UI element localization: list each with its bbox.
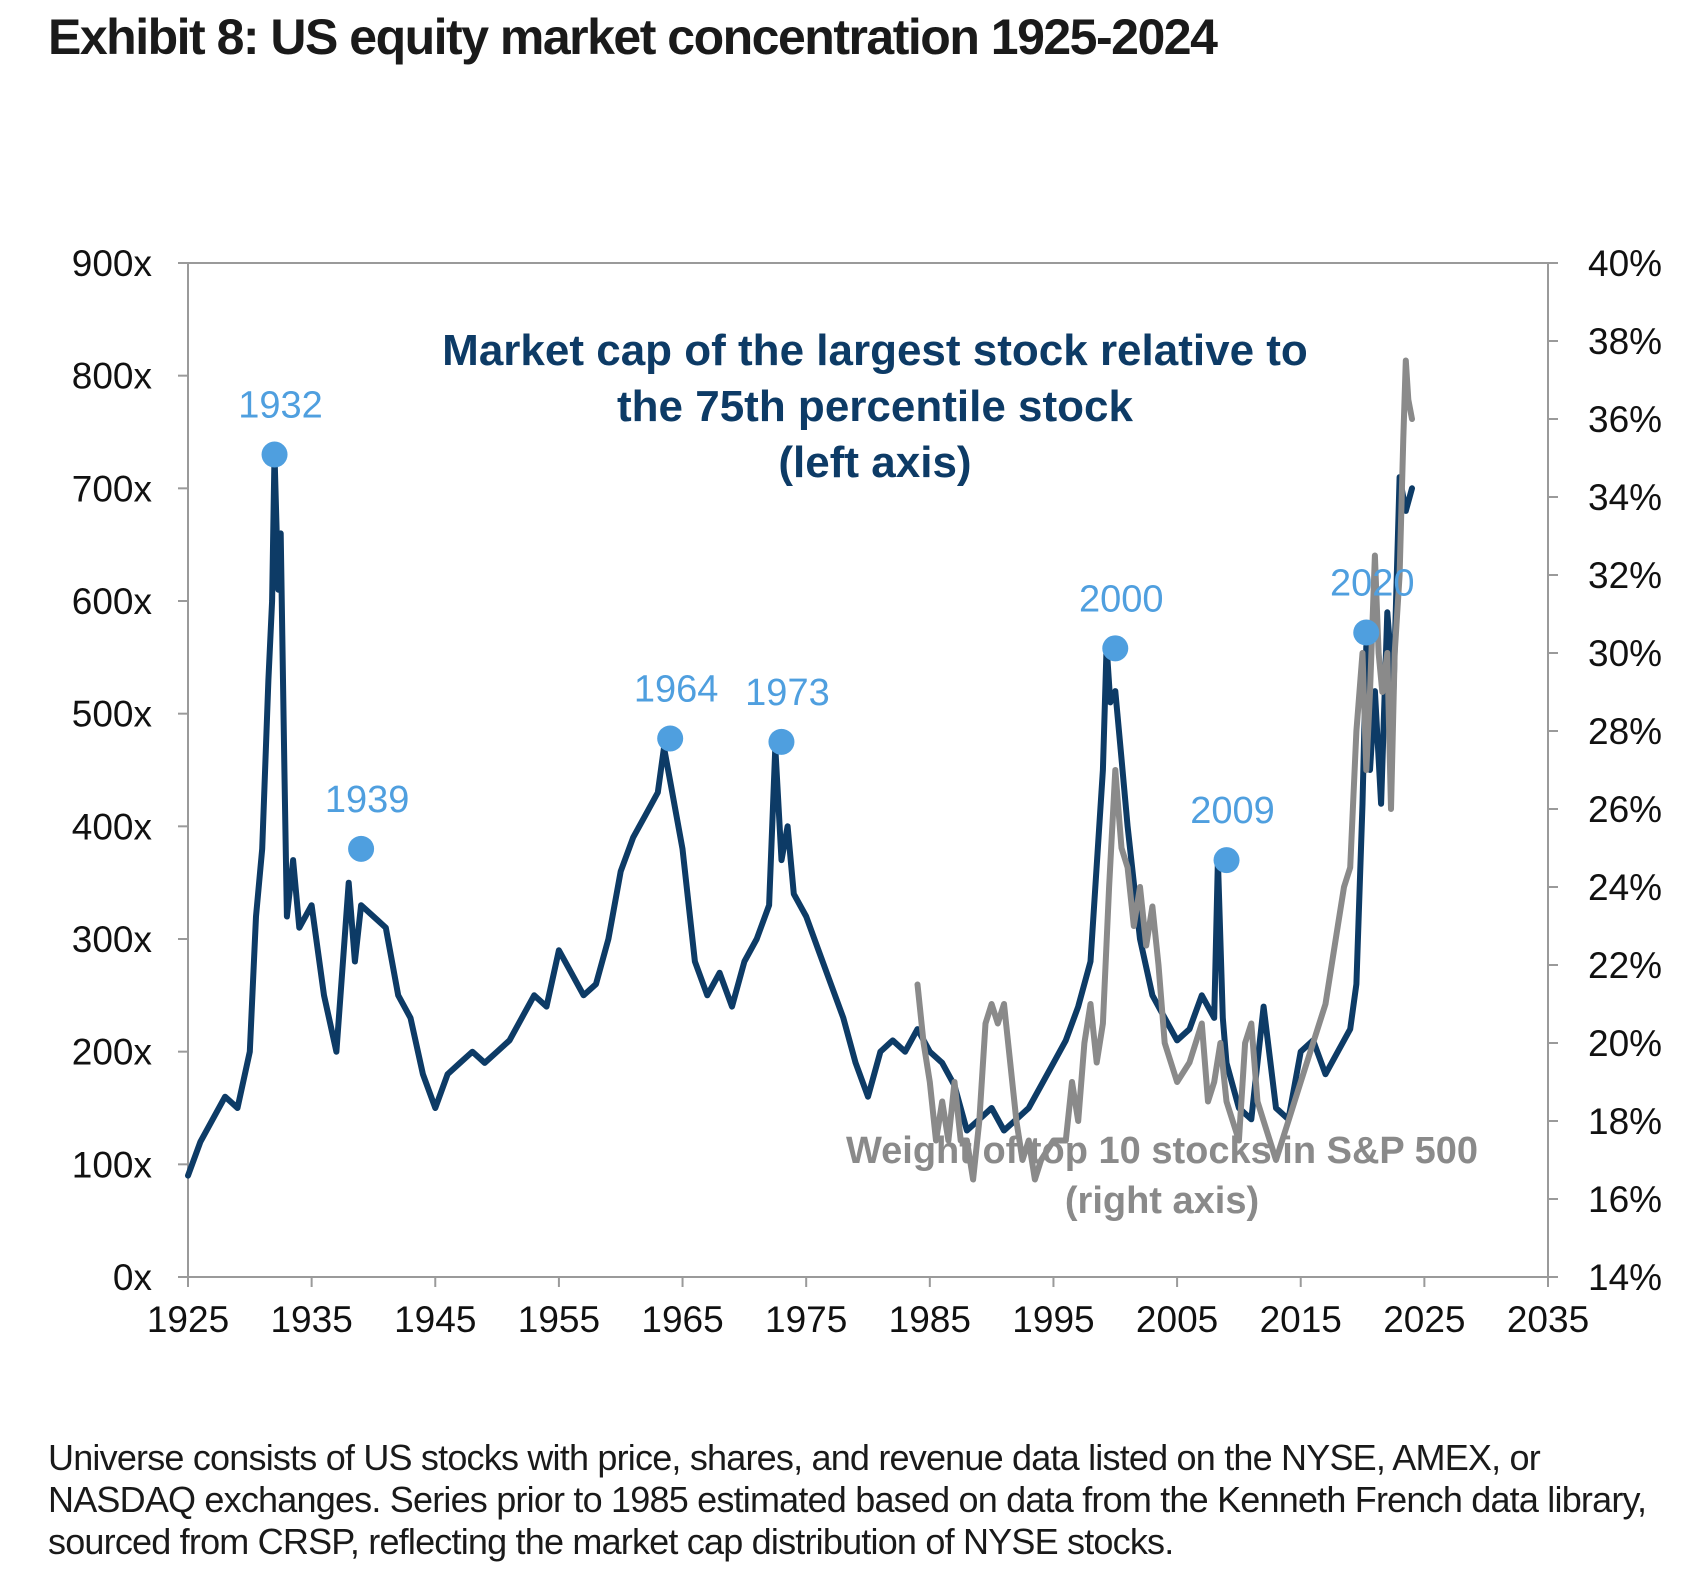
x-tick-label: 1965 bbox=[641, 1299, 723, 1340]
y-right-tick-label: 14% bbox=[1588, 1257, 1662, 1298]
y-right-tick-label: 36% bbox=[1588, 399, 1662, 440]
y-right-tick-label: 30% bbox=[1588, 633, 1662, 674]
peak-label: 1939 bbox=[325, 779, 410, 821]
line-chart: 1925 1935 1945 1955 1965 1975 1985 1995 2005 2015… bbox=[72, 243, 1662, 1340]
peak-marker bbox=[1213, 847, 1240, 874]
peak-label: 1932 bbox=[238, 385, 323, 427]
y-right-tick-label: 28% bbox=[1588, 711, 1662, 752]
y-right-tick-label: 16% bbox=[1588, 1179, 1662, 1220]
x-tick-label: 2035 bbox=[1507, 1299, 1589, 1340]
y-right-tick-label: 38% bbox=[1588, 321, 1662, 362]
peak-marker bbox=[261, 441, 288, 468]
x-tick-label: 2015 bbox=[1260, 1299, 1342, 1340]
x-tick-label: 1925 bbox=[147, 1299, 229, 1340]
x-tick-label: 1945 bbox=[394, 1299, 476, 1340]
series-line-largest-stock-ratio bbox=[185, 451, 1415, 1179]
peak-marker bbox=[1102, 635, 1129, 662]
series-label-right-axis: Weight of top 10 stocks in S&P 500 bbox=[846, 1130, 1478, 1172]
y-right-tick-label: 20% bbox=[1588, 1023, 1662, 1064]
peak-marker bbox=[1353, 619, 1380, 646]
y-left-tick-label: 200x bbox=[72, 1032, 153, 1073]
y-left-tick-label: 100x bbox=[72, 1144, 153, 1185]
x-tick-label: 1995 bbox=[1012, 1299, 1094, 1340]
y-left-tick-label: 800x bbox=[72, 356, 153, 397]
x-tick-label: 1935 bbox=[270, 1299, 352, 1340]
y-right-tick-label: 26% bbox=[1588, 789, 1662, 830]
y-right-tick-label: 24% bbox=[1588, 867, 1662, 908]
y-left-tick-label: 700x bbox=[72, 468, 153, 509]
series-label-left-axis: (left axis) bbox=[778, 438, 971, 487]
series-label-left-axis: the 75th percentile stock bbox=[617, 382, 1133, 431]
peak-label: 1964 bbox=[634, 668, 719, 710]
x-tick-label: 2025 bbox=[1383, 1299, 1465, 1340]
peak-label: 2020 bbox=[1330, 563, 1415, 605]
axes: 1925 1935 1945 1955 1965 1975 1985 1995 2005 2015… bbox=[72, 243, 1662, 1340]
peak-marker bbox=[657, 725, 684, 752]
series-line-top10-weight bbox=[914, 357, 1415, 1183]
y-right-tick-label: 32% bbox=[1588, 555, 1662, 596]
peak-label: 2009 bbox=[1190, 790, 1275, 832]
y-right-tick-label: 40% bbox=[1588, 243, 1662, 284]
footnote: Universe consists of US stocks with pric… bbox=[48, 1437, 1647, 1562]
peak-marker bbox=[768, 728, 795, 755]
y-right-tick-label: 22% bbox=[1588, 945, 1662, 986]
y-left-tick-label: 500x bbox=[72, 694, 153, 735]
y-left-tick-label: 400x bbox=[72, 806, 153, 847]
peak-marker bbox=[348, 835, 375, 862]
x-tick-label: 1975 bbox=[765, 1299, 847, 1340]
plot-frame bbox=[187, 262, 1549, 1278]
y-left-tick-label: 0x bbox=[113, 1257, 153, 1298]
y-left-tick-label: 900x bbox=[72, 243, 153, 284]
x-tick-label: 2005 bbox=[1136, 1299, 1218, 1340]
y-right-tick-label: 34% bbox=[1588, 477, 1662, 518]
x-tick-label: 1955 bbox=[518, 1299, 600, 1340]
series-label-left-axis: Market cap of the largest stock relative… bbox=[442, 326, 1308, 375]
y-left-tick-label: 600x bbox=[72, 581, 153, 622]
peak-markers: 1932 1939 1964 1973 2000 2009 2020 bbox=[238, 385, 1415, 874]
y-left-tick-label: 300x bbox=[72, 919, 153, 960]
y-right-tick-label: 18% bbox=[1588, 1101, 1662, 1142]
series-labels: Market cap of the largest stock relative… bbox=[442, 326, 1478, 1222]
x-tick-label: 1985 bbox=[889, 1299, 971, 1340]
series-lines bbox=[185, 357, 1415, 1183]
peak-label: 1973 bbox=[745, 672, 830, 714]
series-label-right-axis: (right axis) bbox=[1065, 1180, 1259, 1222]
peak-label: 2000 bbox=[1079, 578, 1164, 620]
chart-title: Exhibit 8: US equity market concentratio… bbox=[48, 9, 1218, 65]
